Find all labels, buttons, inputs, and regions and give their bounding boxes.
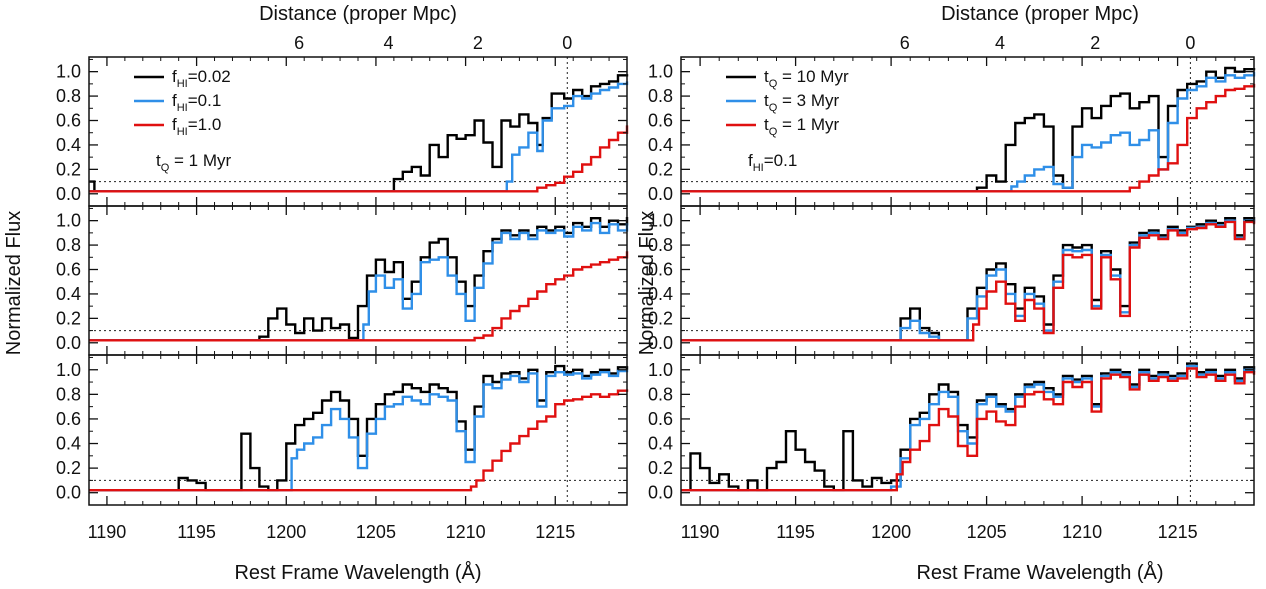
x-axis-label-left: Rest Frame Wavelength (Å) [234, 561, 481, 584]
y-tick-label: 0.0 [56, 483, 81, 503]
y-tick-label: 0.6 [56, 409, 81, 429]
panel-frame [88, 56, 628, 207]
x-tick-label: 1200 [871, 522, 911, 542]
y-tick-label: 0.6 [648, 111, 673, 131]
y-tick-label: 0.4 [648, 284, 673, 304]
top-tick-label: 0 [562, 33, 572, 53]
y-tick-label: 0.8 [648, 384, 673, 404]
x-tick-label: 1210 [446, 522, 486, 542]
y-tick-label: 0.4 [648, 135, 673, 155]
y-tick-label: 0.6 [648, 409, 673, 429]
y-tick-label: 0.2 [56, 159, 81, 179]
legend-entry-black: tQ = 10 Myr [764, 67, 849, 90]
y-tick-label: 0.8 [648, 86, 673, 106]
y-tick-label: 0.2 [648, 308, 673, 328]
legend-entry-blue: fHI=0.1 [172, 91, 221, 114]
panel-right-bottom: 0.0 0.2 0.4 0.6 0.8 1.0 1190 1195 1200 1205 1210 12… [648, 354, 1256, 542]
y-tick-label: 1.0 [56, 62, 81, 82]
x-axis-label-right: Rest Frame Wavelength (Å) [916, 561, 1163, 584]
series-blue-line [681, 364, 1256, 492]
top-tick-label: 4 [384, 33, 394, 53]
series-black-line [681, 362, 1256, 492]
series-blue-line [89, 221, 629, 342]
series-red-line [89, 125, 629, 193]
x-tick-label: 1205 [967, 522, 1007, 542]
legend-entry-red: fHI=1.0 [172, 115, 221, 138]
y-tick-label: 0.6 [56, 260, 81, 280]
y-tick-label: 1.0 [648, 211, 673, 231]
y-tick-label: 0.2 [648, 458, 673, 478]
y-tick-label: 0.8 [56, 86, 81, 106]
y-tick-label: 0.6 [56, 111, 81, 131]
y-tick-label: 0.8 [56, 384, 81, 404]
x-tick-label: 1215 [535, 522, 575, 542]
x-tick-label: 1200 [266, 522, 306, 542]
panel-left-top: 0.0 0.2 0.4 0.6 0.8 1.0 6 4 2 0 fHI=0.02fHI=0.1fHI… [56, 33, 629, 207]
series-red-line [89, 251, 629, 342]
top-axis-label-right: Distance (proper Mpc) [941, 3, 1139, 25]
y-tick-label: 0.2 [56, 458, 81, 478]
series-blue-line [681, 71, 1256, 193]
series-black-line [681, 66, 1256, 193]
y-tick-label: 1.0 [648, 62, 673, 82]
y-tick-label: 0.6 [648, 260, 673, 280]
panels-layer: 0.00.20.40.60.81.06 4 2 0fHI=0.02fHI=0.1fHI… [56, 33, 1256, 542]
x-tick-label: 1190 [681, 522, 720, 542]
y-tick-label: 0.0 [56, 333, 81, 353]
series-red-line [89, 389, 629, 492]
series-black-line [89, 364, 629, 492]
series-blue-line [89, 81, 629, 193]
y-tick-label: 0.4 [56, 135, 81, 155]
legend-entry-red: tQ = 1 Myr [764, 115, 840, 138]
y-tick-label: 1.0 [56, 360, 81, 380]
y-tick-label: 0.0 [648, 483, 673, 503]
series-red-line [681, 367, 1256, 492]
y-tick-label: 0.4 [56, 434, 81, 454]
x-tick-label: 1195 [177, 522, 216, 542]
series-red-line [681, 83, 1256, 193]
top-tick-label: 6 [900, 33, 910, 53]
top-axis-label-left: Distance (proper Mpc) [259, 3, 457, 25]
series-black-line [89, 74, 629, 193]
legend-entry-black: fHI=0.02 [172, 67, 231, 90]
x-tick-label: 1195 [776, 522, 815, 542]
x-tick-label: 1215 [1158, 522, 1198, 542]
series-black-line [89, 217, 629, 342]
y-tick-label: 0.0 [648, 184, 673, 204]
top-tick-label: 6 [294, 33, 304, 53]
y-tick-label: 0.4 [648, 434, 673, 454]
series-red-line [681, 220, 1256, 342]
panel-left-middle: 0.0 0.2 0.4 0.6 0.8 1.0 [56, 205, 629, 356]
y-tick-label: 0.4 [56, 284, 81, 304]
y-tick-label: 0.8 [648, 235, 673, 255]
y-tick-label: 1.0 [648, 360, 673, 380]
legend-note: tQ = 1 Myr [156, 151, 232, 174]
x-tick-label: 1190 [88, 522, 127, 542]
y-tick-label: 0.0 [56, 184, 81, 204]
top-tick-label: 2 [473, 33, 483, 53]
y-axis-label-left: Normalized Flux [3, 211, 25, 355]
top-tick-label: 4 [995, 33, 1005, 53]
panel-left-bottom: 0.0 0.2 0.4 0.6 0.8 1.0 1190 1195 1200 1205 1210 12… [56, 354, 629, 542]
x-tick-label: 1210 [1062, 522, 1102, 542]
legend-entry-blue: tQ = 3 Myr [764, 91, 840, 114]
legend-note: fHI=0.1 [748, 151, 797, 174]
y-tick-label: 0.8 [56, 235, 81, 255]
panel-right-middle: 0.0 0.2 0.4 0.6 0.8 1.0 [648, 205, 1256, 356]
y-tick-label: 0.2 [648, 159, 673, 179]
y-axis-label-right: Normalized Flux [636, 211, 658, 355]
top-tick-label: 0 [1185, 33, 1195, 53]
top-tick-label: 2 [1090, 33, 1100, 53]
y-tick-label: 0.2 [56, 308, 81, 328]
y-tick-label: 1.0 [56, 211, 81, 231]
y-tick-label: 0.0 [648, 333, 673, 353]
series-blue-line [89, 369, 629, 492]
x-tick-label: 1205 [356, 522, 396, 542]
